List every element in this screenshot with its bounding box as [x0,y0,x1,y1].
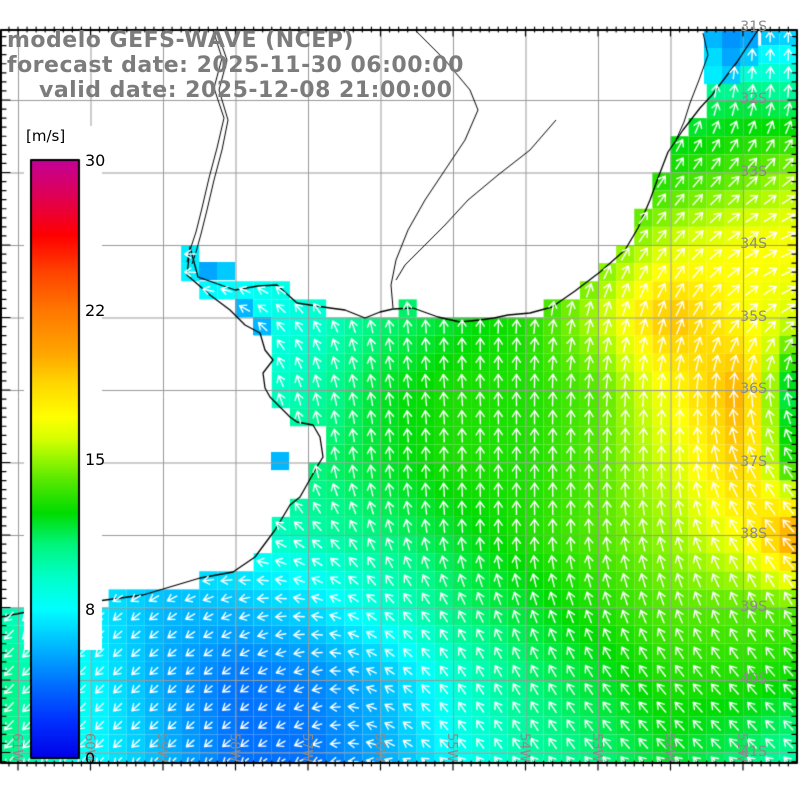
lon-axis-label: 56W [371,732,387,762]
forecast-date-text: forecast date: 2025-11-30 06:00:00 [7,53,464,78]
lat-axis-label: 41S [740,743,767,760]
lon-axis-label: 59W [154,732,169,762]
lon-axis-label: 52W [661,732,677,762]
lon-axis-label: 60W [81,732,97,762]
colorbar-tick-label: 0 [85,749,96,768]
lat-axis-label: 35S [740,308,767,325]
lat-axis-label: 36S [740,381,767,397]
model-title: modelo GEFS-WAVE (NCEP) [7,28,354,53]
lon-axis-label: 54W [516,732,532,762]
lon-axis-label: 51W [734,732,749,762]
colorbar-tick-label: 15 [85,450,106,469]
lon-axis-label: 55W [444,732,459,762]
colorbar-tick-label: 8 [85,599,96,619]
lon-axis-label: 53W [589,732,604,762]
lon-axis-label: 57W [299,732,314,762]
lat-axis-label: 38S [740,526,767,542]
lon-axis-label: 61W [9,732,24,762]
lat-axis-label: 39S [740,598,767,615]
lat-axis-label: 37S [740,453,767,470]
lat-axis-label: 32S [740,91,767,107]
colorbar-tick-label: 30 [85,151,106,170]
colorbar-unit-label: [m/s] [26,127,66,145]
lat-axis-label: 33S [740,163,767,180]
colorbar-tick-label: 22 [85,300,106,320]
lat-axis-label: 40S [740,671,767,687]
lat-axis-label: 34S [740,236,767,252]
valid-date-text: valid date: 2025-12-08 21:00:00 [39,78,453,103]
lon-axis-label: 58W [226,732,242,762]
lat-axis-label: 31S [740,18,767,35]
